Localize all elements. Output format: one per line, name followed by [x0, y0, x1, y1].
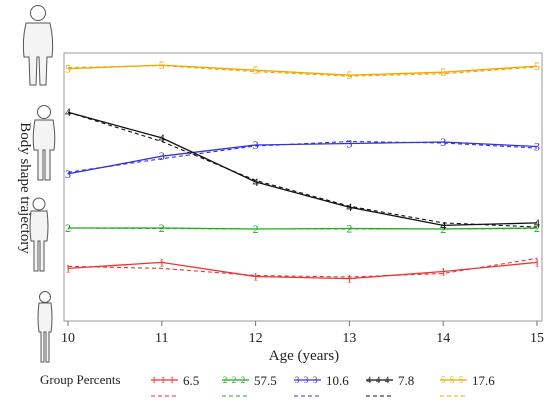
series-5-point: 5	[253, 63, 259, 77]
legend-marker-label: 4	[376, 375, 381, 385]
body-silhouette-4-icon	[32, 105, 56, 181]
series-layer: 1 1 1 1 1 1 2 2 2 2 2 2 3 3 3 3 3 3 4 4 4 4 4 4 5 5 5 5 5 5	[65, 58, 540, 285]
legend: 1 1 1 6.5 2 2 2 57.5 3 3 3 10.6 4 4 4 7.8 5 5 5 17.6	[151, 373, 495, 397]
series-3-point: 3	[159, 149, 165, 163]
legend-percent: 10.6	[326, 373, 349, 388]
legend-marker-label: 3	[295, 375, 300, 385]
body-silhouette-2-icon	[37, 291, 53, 363]
legend-marker-label: 5	[450, 375, 455, 385]
plot-frame	[63, 52, 543, 322]
x-tick-label: 13	[342, 331, 356, 346]
series-4-point: 4	[253, 175, 259, 189]
series-4-point: 4	[65, 105, 71, 119]
x-axis-ticks: 10 11 12 13 14 15	[61, 321, 544, 346]
series-5-point: 5	[346, 68, 352, 82]
legend-marker-label: 2	[223, 375, 228, 385]
series-5-point: 5	[534, 59, 540, 73]
y-axis-title: Body shape trajectory	[17, 122, 33, 254]
series-2-point: 2	[253, 222, 259, 236]
series-1-point: 1	[253, 270, 259, 284]
series-4-predicted-line	[67, 111, 538, 228]
series-4-point: 4	[534, 216, 540, 230]
series-3-predicted-line	[67, 140, 538, 173]
legend-marker-label: 3	[313, 375, 318, 385]
legend-percent: 7.8	[398, 373, 414, 388]
series-3-point: 3	[440, 135, 446, 149]
series-1-point: 1	[346, 272, 352, 286]
legend-marker-label: 1	[170, 375, 175, 385]
series-5-observed-line	[67, 64, 538, 76]
legend-marker-label: 5	[441, 375, 446, 385]
series-3-point: 3	[253, 138, 259, 152]
legend-title: Group Percents	[40, 372, 121, 387]
legend-marker-label: 2	[232, 375, 237, 385]
series-1-predicted-line	[67, 257, 538, 278]
series-4-observed-line	[67, 111, 538, 227]
legend-marker-label: 1	[152, 375, 157, 385]
series-1-point: 1	[159, 255, 165, 269]
series-3-point: 3	[65, 167, 71, 181]
series-5-point: 5	[65, 62, 71, 76]
series-5-point: 5	[159, 58, 165, 72]
x-tick-label: 14	[436, 331, 450, 346]
series-5-point: 5	[440, 65, 446, 79]
legend-marker-label: 5	[459, 375, 464, 385]
legend-marker-label: 4	[385, 375, 390, 385]
x-tick-label: 11	[155, 331, 168, 346]
legend-marker-label: 3	[304, 375, 309, 385]
series-1-point: 1	[65, 261, 71, 275]
series-1-point: 1	[534, 255, 540, 269]
body-silhouette-5-icon	[22, 5, 54, 86]
series-4-point: 4	[346, 200, 352, 214]
x-axis-title: Age (years)	[269, 348, 339, 364]
series-4-point: 4	[440, 218, 446, 232]
series-2-point: 2	[159, 221, 165, 235]
legend-marker-label: 2	[241, 375, 246, 385]
legend-percent: 57.5	[254, 373, 277, 388]
legend-percent: 6.5	[183, 373, 199, 388]
series-2-point: 2	[534, 221, 540, 235]
series-4-point: 4	[159, 131, 165, 145]
x-tick-label: 12	[249, 331, 263, 346]
legend-percent: 17.6	[472, 373, 495, 388]
body-silhouette-3-icon	[29, 197, 49, 272]
series-1-observed-line	[67, 261, 538, 280]
series-3-point: 3	[534, 140, 540, 154]
x-tick-label: 15	[530, 331, 544, 346]
x-tick-label: 10	[61, 331, 75, 346]
series-3-point: 3	[346, 137, 352, 151]
series-1-point: 1	[440, 264, 446, 278]
legend-marker-label: 4	[367, 375, 372, 385]
series-2-point: 2	[65, 221, 71, 235]
series-2-point: 2	[440, 222, 446, 236]
series-2-observed-line	[68, 227, 538, 230]
series-2-point: 2	[346, 221, 352, 235]
legend-marker-label: 1	[161, 375, 166, 385]
series-3-observed-line	[67, 141, 538, 175]
